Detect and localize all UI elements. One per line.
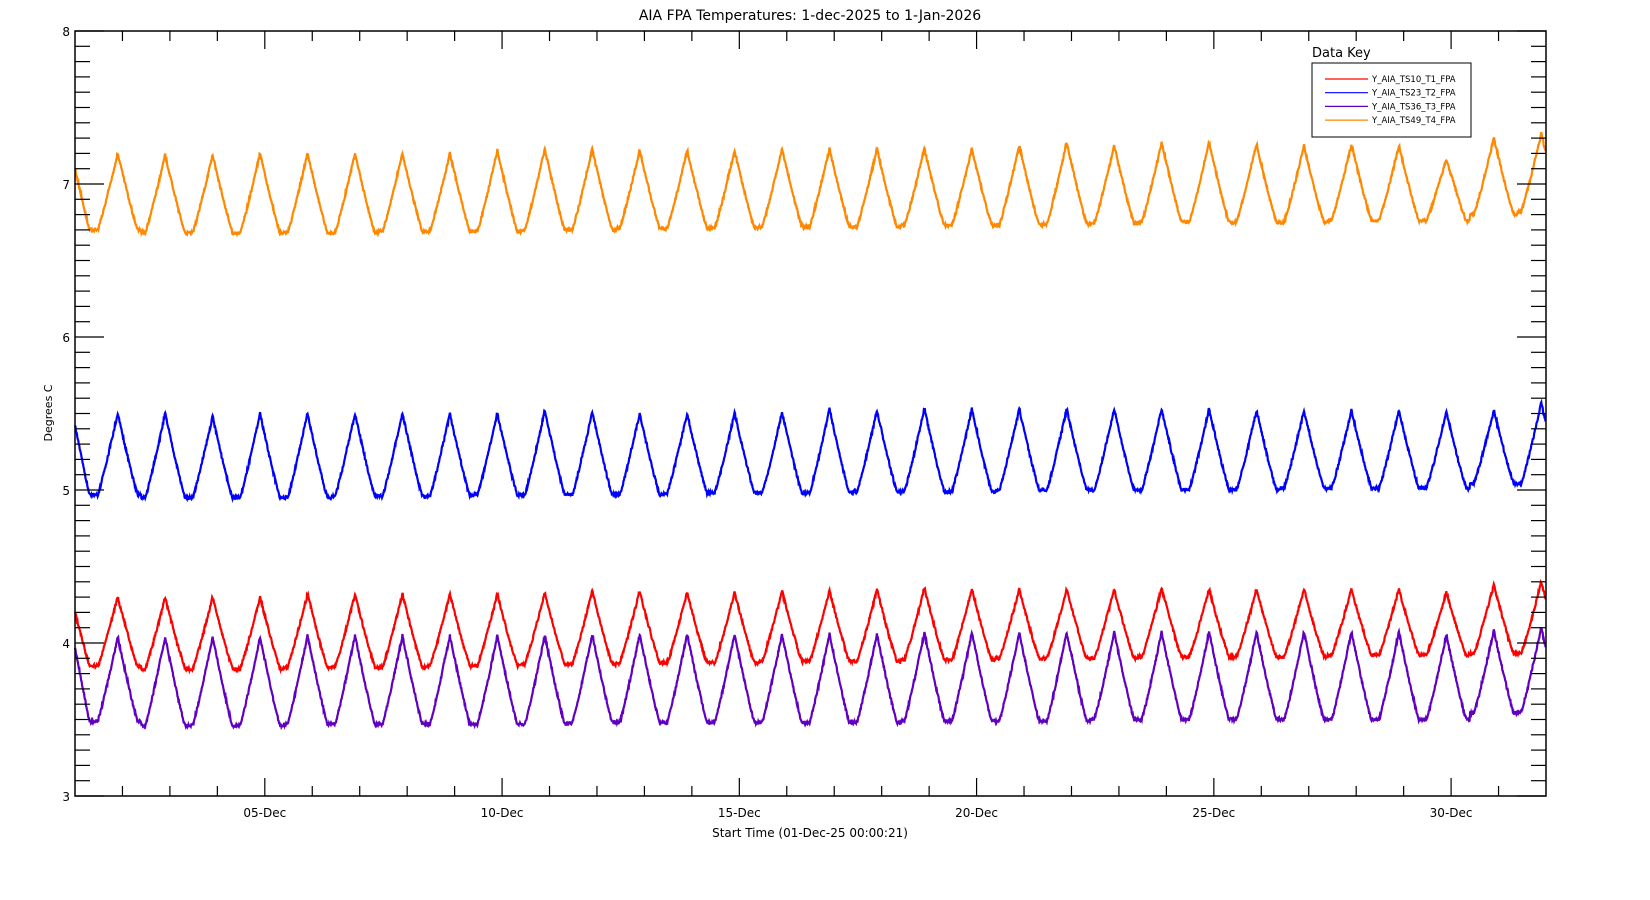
x-tick-label: 15-Dec bbox=[718, 806, 761, 820]
y-tick-label: 8 bbox=[62, 25, 70, 39]
y-tick-label: 3 bbox=[62, 790, 70, 804]
legend: Data Key Y_AIA_TS10_T1_FPA Y_AIA_TS23_T2_… bbox=[1311, 46, 1472, 138]
y-tick-label: 6 bbox=[62, 331, 70, 345]
legend-box bbox=[1311, 62, 1472, 138]
series-layer bbox=[73, 131, 1547, 731]
plot-frame bbox=[74, 30, 1547, 797]
y-tick-label: 5 bbox=[62, 484, 70, 498]
x-tick-label: 10-Dec bbox=[481, 806, 524, 820]
legend-title: Data Key bbox=[1312, 46, 1371, 61]
legend-label: Y_AIA_TS23_T2_FPA bbox=[1371, 89, 1456, 99]
x-tick-label: 05-Dec bbox=[243, 806, 286, 820]
series-line-y_aia_ts23_t2_fpa bbox=[73, 398, 1547, 503]
legend-label: Y_AIA_TS49_T4_FPA bbox=[1371, 116, 1456, 126]
legend-label: Y_AIA_TS10_T1_FPA bbox=[1371, 75, 1456, 85]
x-tick-label: 25-Dec bbox=[1192, 806, 1235, 820]
y-axis-label: Degrees C bbox=[42, 384, 55, 441]
series-line-y_aia_ts10_t1_fpa bbox=[73, 578, 1547, 675]
chart-title: AIA FPA Temperatures: 1-dec-2025 to 1-Ja… bbox=[639, 8, 981, 24]
series-line-y_aia_ts49_t4_fpa bbox=[74, 131, 1547, 238]
y-tick-label: 4 bbox=[62, 637, 70, 651]
series-line-y_aia_ts36_t3_fpa bbox=[73, 627, 1547, 731]
axes-layer: 3 4 5 6 7 8 05-Dec 10-Dec 15-Dec 20-Dec 25-Dec 30-D… bbox=[62, 25, 1547, 820]
x-tick-label: 30-Dec bbox=[1430, 806, 1473, 820]
x-tick-label: 20-Dec bbox=[955, 806, 998, 820]
y-tick-label: 7 bbox=[62, 178, 70, 192]
x-axis-label: Start Time (01-Dec-25 00:00:21) bbox=[712, 826, 908, 840]
legend-label: Y_AIA_TS36_T3_FPA bbox=[1371, 102, 1456, 112]
